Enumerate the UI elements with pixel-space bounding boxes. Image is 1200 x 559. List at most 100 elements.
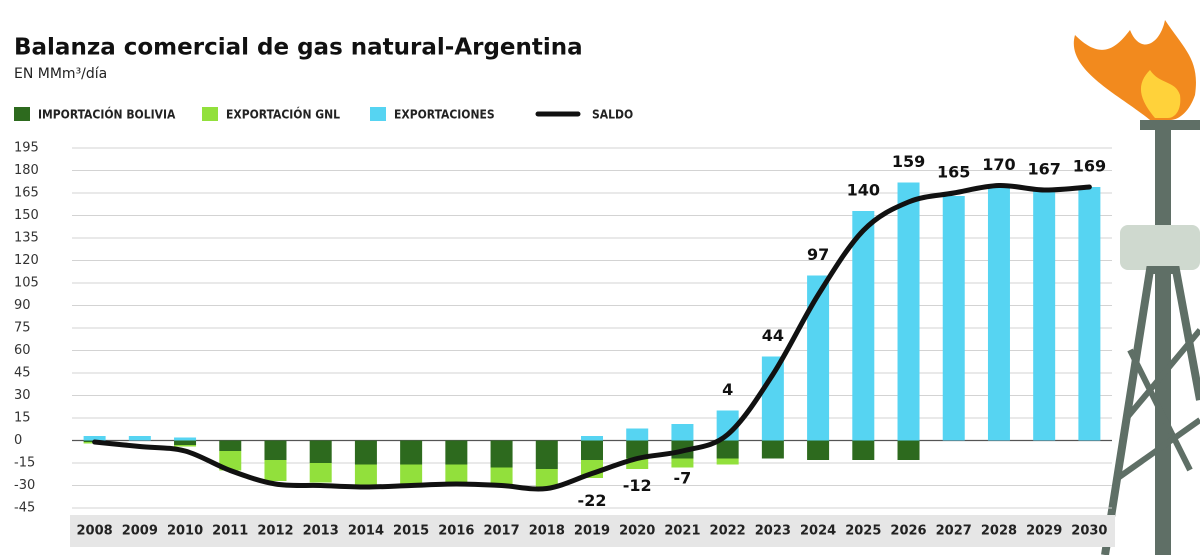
- bar: [716, 458, 739, 465]
- bar: [128, 436, 151, 441]
- y-tick-label: 165: [14, 186, 39, 201]
- chart-subtitle: EN MMm³/día: [14, 66, 107, 82]
- y-tick-label: 15: [14, 411, 31, 426]
- bar: [581, 436, 603, 441]
- bar: [852, 211, 875, 441]
- bar: [716, 440, 739, 459]
- bar: [354, 440, 377, 465]
- bar: [400, 440, 423, 465]
- bar: [174, 440, 197, 445]
- data-label: 140: [847, 181, 880, 200]
- bar: [535, 469, 558, 489]
- bar: [174, 437, 197, 441]
- bar: [264, 440, 287, 460]
- bar: [626, 458, 649, 469]
- bar: [807, 275, 830, 441]
- x-tick-label: 2018: [529, 524, 565, 539]
- x-tick-label: 2014: [348, 524, 384, 539]
- x-tick-label: 2011: [212, 524, 248, 539]
- x-tick-label: 2009: [122, 524, 158, 539]
- bar: [309, 440, 332, 463]
- x-tick-label: 2016: [438, 524, 474, 539]
- x-tick-label: 2026: [890, 524, 926, 539]
- bar: [761, 356, 784, 441]
- y-tick-label: -15: [14, 456, 35, 471]
- chart-title: Balanza comercial de gas natural-Argenti…: [14, 35, 583, 61]
- bar: [219, 440, 242, 451]
- x-tick-label: 2021: [664, 524, 700, 539]
- data-label: 97: [807, 245, 829, 264]
- legend-label: EXPORTACIONES: [394, 108, 495, 122]
- y-tick-label: 150: [14, 208, 39, 223]
- y-tick-label: 30: [14, 388, 31, 403]
- legend-swatch: [14, 107, 30, 121]
- x-tick-label: 2017: [483, 524, 519, 539]
- y-tick-label: 180: [14, 163, 39, 178]
- y-tick-label: 60: [14, 343, 31, 358]
- line: [92, 182, 1092, 492]
- legend-label: EXPORTACIÓN GNL: [226, 107, 340, 122]
- y-tick-label: 135: [14, 231, 39, 246]
- bar: [83, 436, 106, 441]
- x-tick-label: 2008: [77, 524, 113, 539]
- x-tick-label: 2029: [1026, 524, 1062, 539]
- bar: [354, 464, 377, 486]
- bar: [626, 428, 649, 441]
- data-label: 170: [982, 155, 1015, 174]
- x-tick-label: 2022: [710, 524, 746, 539]
- legend-label: IMPORTACIÓN BOLIVIA: [38, 107, 176, 122]
- x-tick-label: 2025: [845, 524, 881, 539]
- bar: [852, 440, 875, 460]
- data-label: 4: [722, 380, 733, 399]
- data-label: 159: [892, 152, 925, 171]
- data-label: -7: [674, 469, 692, 488]
- bar: [897, 440, 920, 460]
- bar: [445, 464, 468, 484]
- bar: [581, 440, 603, 460]
- y-tick-label: -45: [14, 501, 35, 516]
- bar: [987, 185, 1010, 441]
- y-tick-label: 90: [14, 298, 31, 313]
- y-tick-label: 45: [14, 366, 31, 381]
- y-tick-label: 195: [14, 141, 39, 156]
- bar: [490, 440, 513, 468]
- x-tick-label: 2012: [257, 524, 293, 539]
- bar: [445, 440, 468, 465]
- bar: [1078, 187, 1101, 441]
- x-tick-label: 2027: [936, 524, 972, 539]
- x-tick-label: 2028: [981, 524, 1017, 539]
- bar: [309, 463, 332, 483]
- legend-swatch: [370, 107, 386, 121]
- x-tick-label: 2019: [574, 524, 610, 539]
- bar: [174, 445, 197, 447]
- data-label: 165: [937, 163, 970, 182]
- y-tick-label: 0: [14, 433, 22, 448]
- y-tick-label: 105: [14, 276, 39, 291]
- data-label: -12: [623, 476, 652, 495]
- bar: [942, 196, 965, 441]
- y-tick-label: -30: [14, 478, 35, 493]
- x-tick-label: 2010: [167, 524, 203, 539]
- bar: [535, 440, 558, 469]
- bar: [716, 410, 739, 441]
- legend-swatch: [202, 107, 218, 121]
- data-label: -22: [578, 491, 607, 510]
- legend: IMPORTACIÓN BOLIVIA EXPORTACIÓN GNL EXPORT…: [14, 107, 633, 122]
- data-label: 167: [1027, 160, 1060, 179]
- x-tick-label: 2013: [303, 524, 339, 539]
- decoration: [1073, 20, 1200, 556]
- y-tick-label: 75: [14, 321, 31, 336]
- x-tick-label: 2020: [619, 524, 655, 539]
- x-tick-label: 2015: [393, 524, 429, 539]
- bar: [1033, 190, 1056, 441]
- data-label: 44: [762, 326, 784, 345]
- bar: [626, 440, 649, 459]
- bar: [490, 467, 513, 486]
- x-tick-label: 2023: [755, 524, 791, 539]
- x-axis-band: [70, 515, 1115, 547]
- bar: [897, 182, 920, 441]
- x-tick-label: 2024: [800, 524, 836, 539]
- bar: [761, 440, 784, 459]
- data-label: 169: [1073, 157, 1106, 176]
